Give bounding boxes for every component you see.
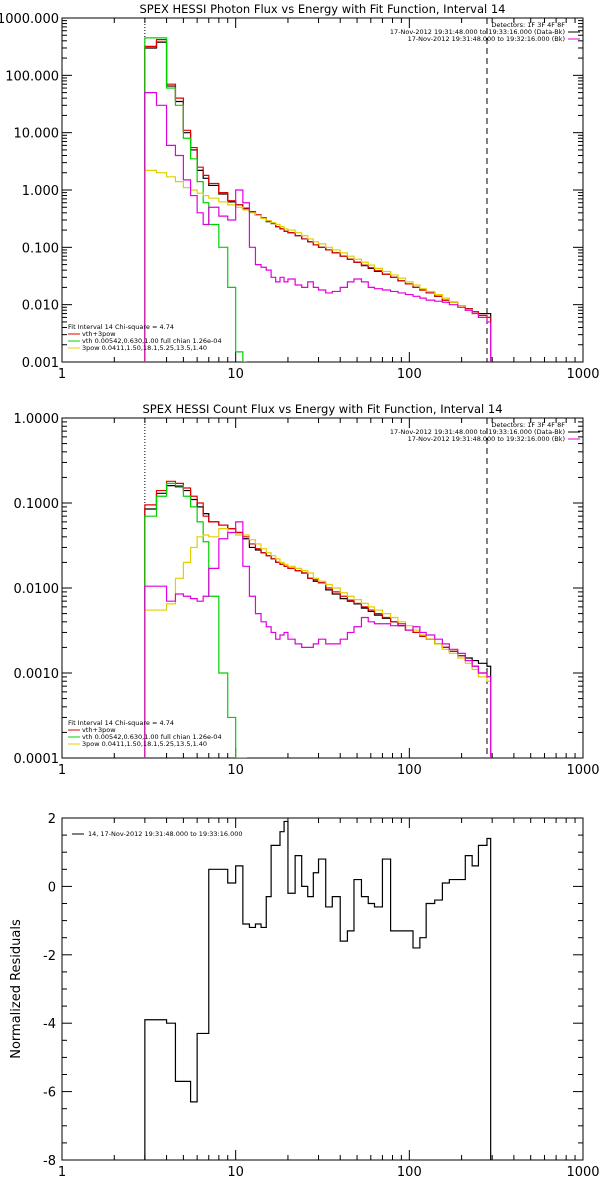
y-tick-label: 1.0000 — [14, 412, 60, 427]
x-tick-label: 1000 — [566, 763, 599, 778]
y-tick-label: 0.0100 — [14, 582, 60, 597]
x-tick-label: 100 — [397, 367, 422, 382]
x-tick-label: 10 — [227, 1165, 244, 1180]
series-line-2 — [144, 37, 248, 362]
chart-title: SPEX HESSI Photon Flux vs Energy with Fi… — [139, 2, 505, 16]
y-tick-label: 0.100 — [22, 241, 59, 256]
x-tick-label: 1 — [58, 367, 66, 382]
series-line-1 — [144, 480, 492, 758]
legend-label: 14, 17-Nov-2012 19:31:48.000 to 19:33:16… — [88, 830, 242, 838]
plot-frame — [61, 17, 584, 363]
y-tick-label: 0 — [48, 880, 56, 895]
info-label: 17-Nov-2012 19:31:48.000 to 19:32:16.000… — [408, 435, 565, 443]
info-label: 17-Nov-2012 19:31:48.000 to 19:32:16.000… — [408, 35, 565, 43]
x-tick-label: 1000 — [566, 367, 599, 382]
x-tick-label: 1 — [58, 1165, 66, 1180]
series-group — [144, 37, 492, 362]
panel-0: SPEX HESSI Photon Flux vs Energy with Fi… — [0, 2, 600, 382]
x-tick-label: 100 — [397, 763, 422, 778]
y-tick-label: 1000.000 — [0, 12, 59, 27]
panel-2: 1 10 100 1000 -8 -6 -4 -2 0 2 Normalized Residuals… — [9, 812, 600, 1180]
series-line-3 — [144, 169, 492, 362]
info-label: 17-Nov-2012 19:31:48.000 to 19:33:16.000… — [390, 28, 565, 36]
fit-label: vth 0.00542,0.630,1.00 full chian 1.26e-… — [82, 337, 222, 345]
series-line-0 — [144, 485, 492, 758]
series-line-2 — [144, 482, 248, 758]
plot-frame — [61, 817, 584, 1161]
fit-label: vth+3pow — [82, 330, 116, 338]
y-tick-label: -4 — [43, 1017, 56, 1032]
plot-frame — [61, 417, 584, 759]
panel-1: SPEX HESSI Count Flux vs Energy with Fit… — [14, 402, 600, 778]
fit-label: Fit Interval 14 Chi-square = 4.74 — [68, 719, 174, 727]
y-tick-label: 0.0001 — [14, 752, 60, 767]
fit-label: vth+3pow — [82, 726, 116, 734]
y-axis-label: Normalized Residuals — [9, 919, 24, 1059]
chart-title: SPEX HESSI Count Flux vs Energy with Fit… — [142, 402, 502, 416]
fit-label: vth 0.00542,0.630,1.00 full chian 1.26e-… — [82, 733, 222, 741]
series-group — [144, 820, 492, 1160]
series-line-4 — [144, 91, 492, 362]
y-tick-label: 0.001 — [22, 356, 59, 371]
x-tick-label: 10 — [227, 367, 244, 382]
series-group — [144, 480, 492, 758]
y-tick-label: 1.000 — [22, 184, 59, 199]
x-tick-label: 100 — [397, 1165, 422, 1180]
fit-label: 3pow 0.0411,1.50,18.1,5.25,13.5,1.40 — [82, 740, 207, 748]
y-tick-label: -2 — [43, 949, 56, 964]
info-label: 17-Nov-2012 19:31:48.000 to 19:33:16.000… — [390, 428, 565, 436]
info-label: Detectors: 1F 3F 4F 8F — [491, 21, 565, 29]
y-tick-label: 0.010 — [22, 299, 59, 314]
fit-label: 3pow 0.0411,1.50,18.1,5.25,13.5,1.40 — [82, 344, 207, 352]
x-tick-label: 1000 — [566, 1165, 599, 1180]
series-line-3 — [144, 527, 492, 758]
fit-label: Fit Interval 14 Chi-square = 4.74 — [68, 323, 174, 331]
y-tick-label: -6 — [43, 1086, 56, 1101]
series-line-0 — [144, 820, 492, 1160]
y-tick-label: 10.000 — [14, 127, 60, 142]
info-label: Detectors: 1F 3F 4F 8F — [491, 421, 565, 429]
y-tick-label: 0.0010 — [14, 667, 60, 682]
x-tick-label: 1 — [58, 763, 66, 778]
y-tick-label: -8 — [43, 1154, 56, 1169]
series-line-4 — [144, 521, 492, 758]
y-tick-label: 0.1000 — [14, 497, 60, 512]
y-tick-label: 2 — [48, 812, 56, 827]
y-tick-label: 100.000 — [5, 69, 59, 84]
x-tick-label: 10 — [227, 763, 244, 778]
